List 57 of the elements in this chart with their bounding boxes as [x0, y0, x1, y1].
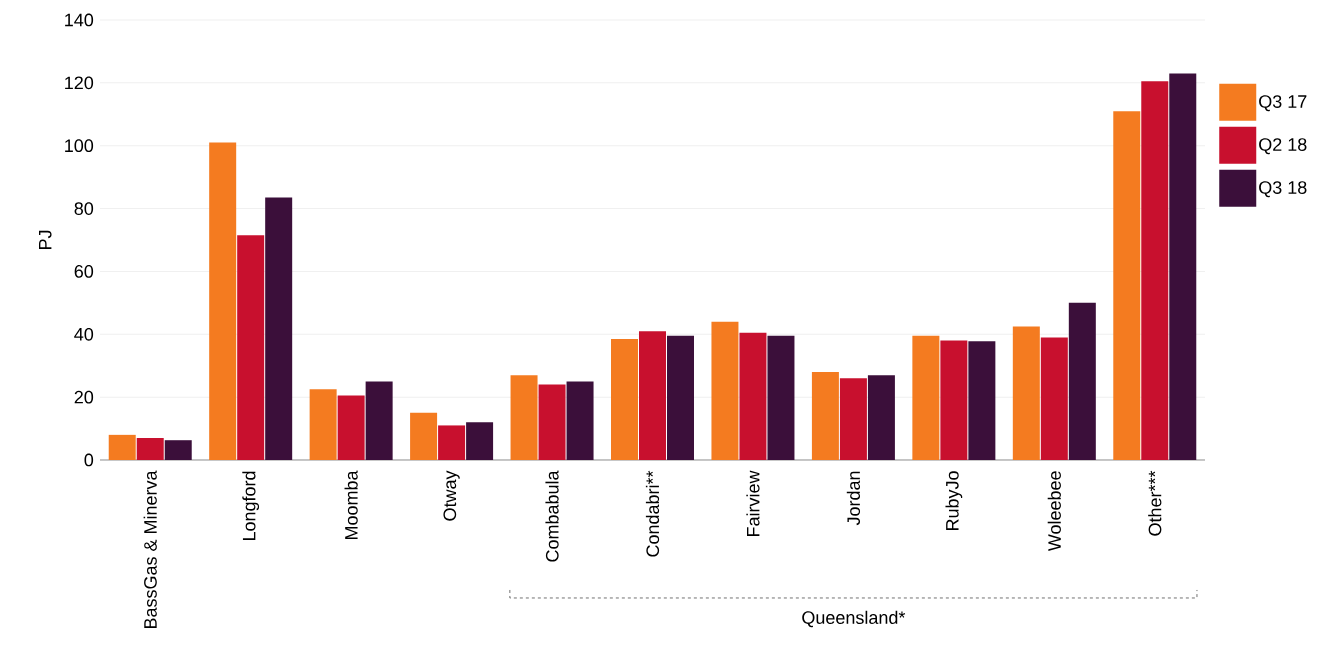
x-tick-label: Combabula [545, 470, 559, 562]
bar [639, 331, 666, 460]
bar [1068, 302, 1096, 460]
legend-label: Q3 17 [1259, 95, 1307, 112]
bar [309, 389, 337, 460]
bar [912, 335, 940, 460]
bar [767, 335, 795, 460]
y-tick-label: 0 [84, 453, 94, 467]
bar [711, 321, 739, 460]
bar [867, 375, 895, 460]
x-tick-label: Fairview [746, 470, 760, 536]
bar [667, 335, 694, 460]
bar [136, 438, 164, 460]
x-tick-label: BassGas & Minerva [143, 470, 157, 629]
y-tick-label: 100 [65, 139, 94, 153]
bar [410, 412, 438, 460]
bar [839, 378, 867, 460]
bar [566, 381, 594, 460]
bar [1141, 81, 1169, 460]
y-tick-label: 140 [65, 13, 94, 27]
x-tick-label: Otway [443, 470, 460, 521]
bar [337, 395, 365, 460]
x-tick-label: Longford [242, 471, 260, 541]
bar [438, 425, 466, 460]
x-tick-label: Condabri** [645, 470, 660, 557]
bar [209, 142, 237, 460]
text: Queensland* [802, 610, 906, 628]
x-tick-label: Moomba [344, 470, 358, 540]
legend-label: Q2 18 [1259, 138, 1307, 155]
y-tick-label: 20 [74, 390, 94, 404]
bar [237, 235, 265, 460]
bar [164, 440, 192, 460]
bar [611, 339, 638, 460]
bar [1040, 337, 1068, 460]
x-tick-label: Jordan [846, 471, 861, 526]
x-tick-label: Woleebee [1047, 471, 1061, 552]
bar [466, 422, 494, 460]
bar [538, 384, 566, 460]
bar [108, 434, 136, 460]
bar [1113, 111, 1141, 460]
y-axis-title: PJ [39, 230, 52, 250]
bar [265, 197, 293, 460]
bar [940, 340, 968, 460]
y-tick-label: 80 [74, 202, 94, 215]
bar [365, 381, 393, 460]
legend-label: Q3 18 [1259, 181, 1307, 198]
bar [1012, 326, 1040, 460]
y-tick-label: 120 [65, 76, 94, 90]
bar [968, 341, 996, 460]
x-tick-label: RubyJo [945, 471, 963, 531]
y-tick-label: 60 [74, 265, 94, 278]
x-tick-label: Other*** [1148, 470, 1162, 536]
bar [1169, 73, 1197, 460]
bar [739, 332, 767, 460]
bar [811, 372, 839, 460]
y-tick-label: 40 [74, 327, 94, 341]
bar [510, 375, 538, 460]
